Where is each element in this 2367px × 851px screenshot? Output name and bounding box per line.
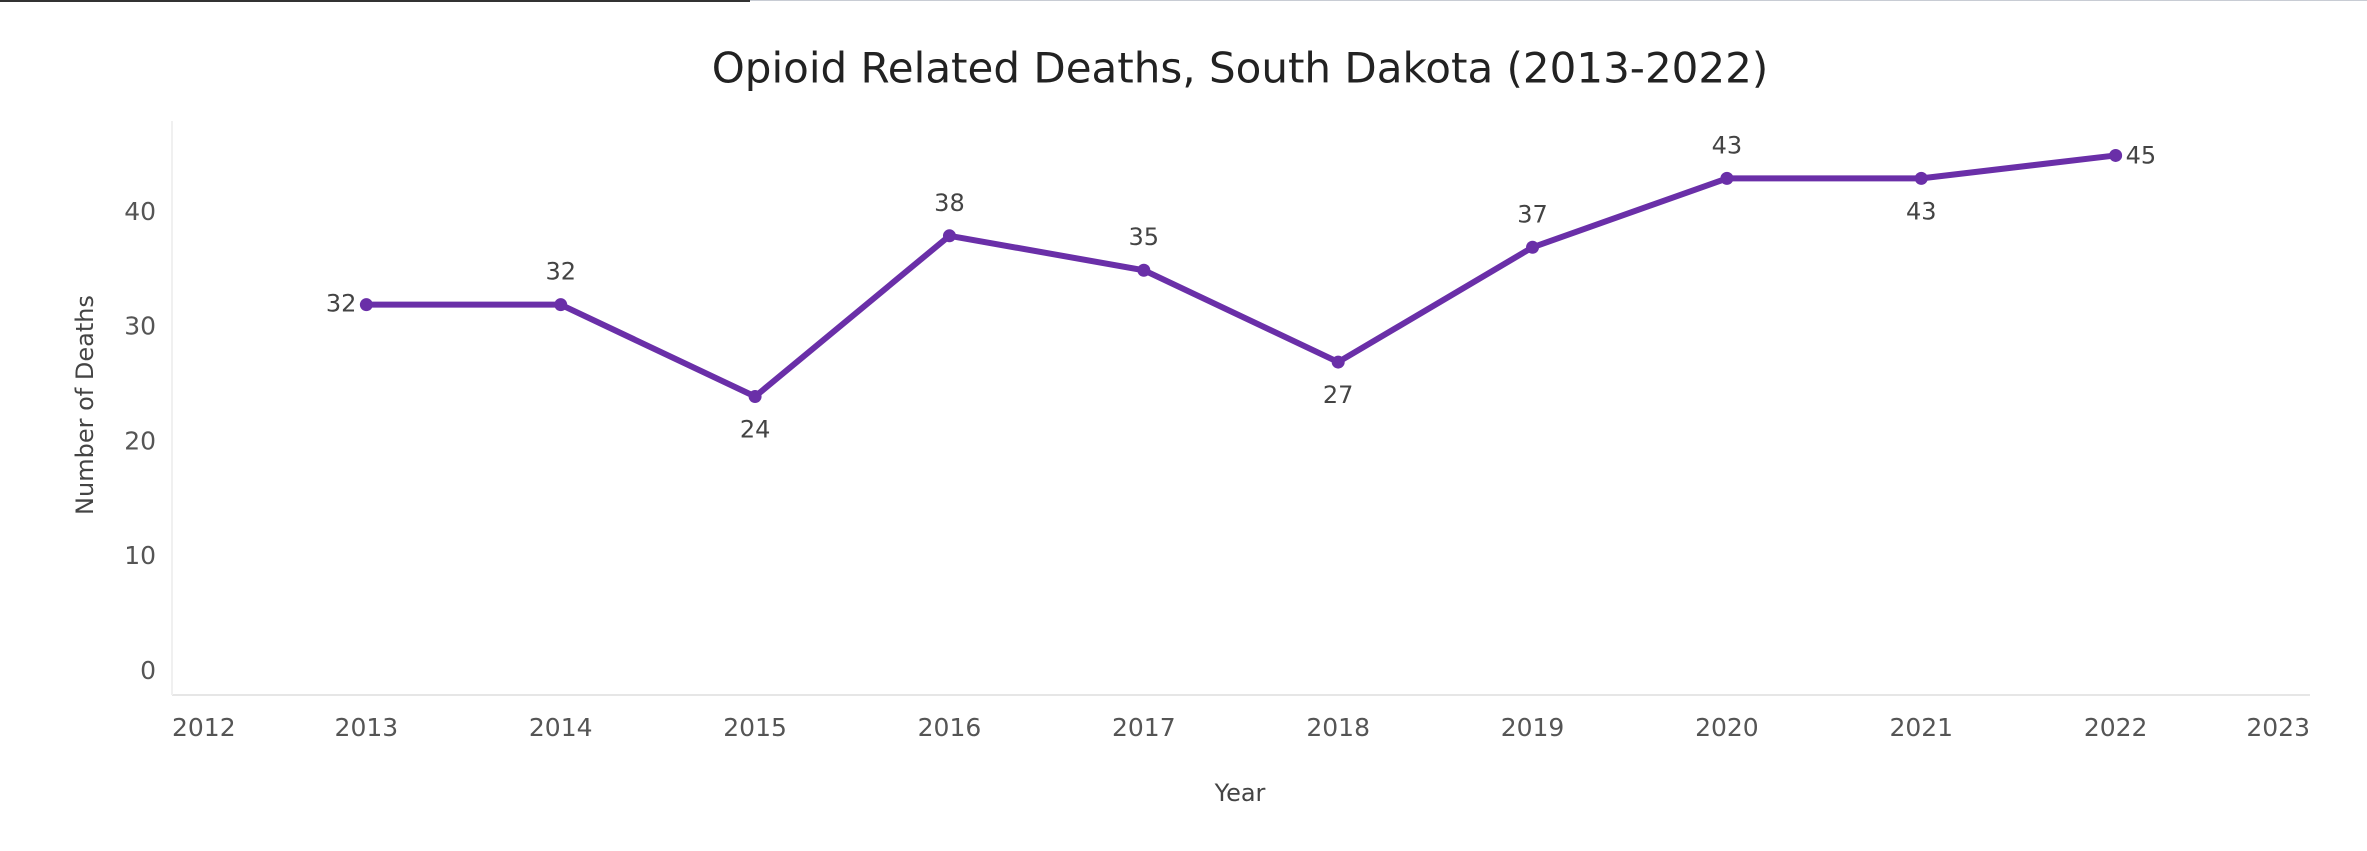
- y-tick-label: 40: [124, 197, 156, 226]
- point: [359, 298, 373, 312]
- data-label: 38: [934, 189, 965, 217]
- x-tick-label: 2019: [1501, 713, 1565, 742]
- x-tick-label: 2020: [1695, 713, 1759, 742]
- point: [748, 390, 762, 404]
- data-label: 43: [1906, 197, 1937, 225]
- y-tick-label: 30: [124, 312, 156, 341]
- point: [942, 229, 956, 243]
- point: [1914, 171, 1928, 185]
- y-axis-title: Number of Deaths: [71, 295, 99, 515]
- data-label: 32: [326, 290, 357, 318]
- chart-title: Opioid Related Deaths, South Dakota (201…: [712, 44, 1768, 93]
- x-tick-label: 2014: [529, 713, 593, 742]
- point: [1720, 171, 1734, 185]
- point: [2109, 148, 2123, 162]
- y-tick-label: 0: [140, 656, 156, 685]
- data-label: 35: [1129, 223, 1160, 251]
- data-label: 27: [1323, 381, 1354, 409]
- data-label: 37: [1517, 200, 1548, 228]
- top-line: [750, 0, 2367, 1]
- top-bar: [0, 0, 750, 2]
- point: [1137, 263, 1151, 277]
- x-tick-label: 2023: [2246, 713, 2310, 742]
- data-label: 43: [1712, 131, 1743, 159]
- point: [1331, 355, 1345, 369]
- data-label: 32: [545, 258, 576, 286]
- x-tick-label: 2022: [2084, 713, 2148, 742]
- x-tick-label: 2016: [918, 713, 982, 742]
- x-tick-label: 2017: [1112, 713, 1176, 742]
- x-tick-label: 2021: [1889, 713, 1953, 742]
- x-tick-label: 2015: [723, 713, 787, 742]
- x-tick-label: 2018: [1306, 713, 1370, 742]
- y-tick-label: 20: [124, 426, 156, 455]
- y-tick-label: 10: [124, 541, 156, 570]
- data-label: 45: [2126, 141, 2157, 169]
- x-tick-label: 2012: [172, 713, 236, 742]
- point: [1526, 240, 1540, 254]
- line: [366, 152, 2116, 400]
- data-label: 24: [740, 416, 771, 444]
- x-tick-label: 2013: [335, 713, 399, 742]
- x-axis-title: Year: [1214, 779, 1266, 807]
- point: [554, 298, 568, 312]
